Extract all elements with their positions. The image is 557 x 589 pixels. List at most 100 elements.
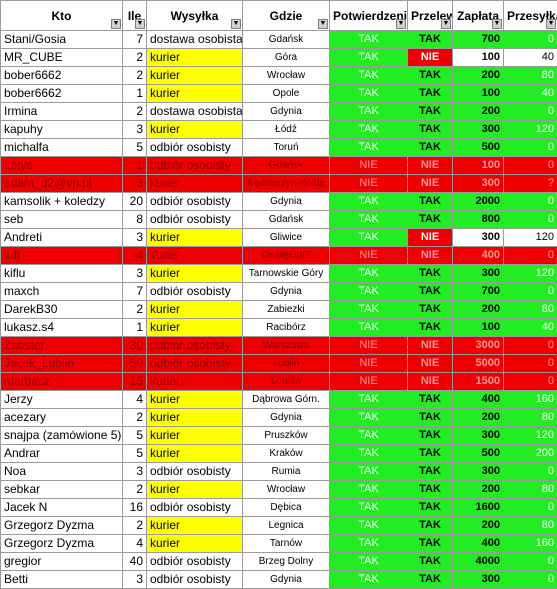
cell-kto[interactable]: Irmina: [1, 103, 123, 121]
cell-wysylka[interactable]: kurier: [147, 121, 243, 139]
cell-przesylka[interactable]: 80: [504, 301, 557, 319]
cell-wysylka[interactable]: kurier: [147, 391, 243, 409]
col-header-zaplata[interactable]: Zapłata▼: [453, 1, 504, 31]
cell-przesylka[interactable]: 0: [504, 571, 557, 589]
cell-zaplata[interactable]: 1600: [453, 499, 504, 517]
cell-zaplata[interactable]: 200: [453, 409, 504, 427]
cell-zaplata[interactable]: 300: [453, 229, 504, 247]
cell-kto[interactable]: Letys: [1, 157, 123, 175]
cell-kto[interactable]: Stani/Gosia: [1, 31, 123, 49]
cell-ile[interactable]: 3: [123, 121, 147, 139]
cell-kto[interactable]: adam_d2@vp.pl: [1, 175, 123, 193]
cell-gdzie[interactable]: Racibórz: [243, 319, 330, 337]
cell-zaplata[interactable]: 400: [453, 391, 504, 409]
cell-zaplata[interactable]: 700: [453, 31, 504, 49]
filter-dropdown-icon[interactable]: ▼: [546, 19, 556, 29]
cell-gdzie[interactable]: Wrocław: [243, 481, 330, 499]
cell-przelew[interactable]: TAK: [408, 517, 453, 535]
cell-przelew[interactable]: TAK: [408, 85, 453, 103]
cell-zaplata[interactable]: 800: [453, 211, 504, 229]
cell-przesylka[interactable]: 0: [504, 463, 557, 481]
cell-kto[interactable]: marbecz: [1, 373, 123, 391]
cell-potwierdzenie[interactable]: TAK: [330, 409, 408, 427]
cell-potwierdzenie[interactable]: NIE: [330, 337, 408, 355]
cell-przesylka[interactable]: ?: [504, 175, 557, 193]
cell-kto[interactable]: Andrar: [1, 445, 123, 463]
cell-potwierdzenie[interactable]: TAK: [330, 499, 408, 517]
cell-przelew[interactable]: TAK: [408, 67, 453, 85]
cell-zaplata[interactable]: 200: [453, 67, 504, 85]
cell-potwierdzenie[interactable]: TAK: [330, 193, 408, 211]
col-header-kto[interactable]: Kto▼: [1, 1, 123, 31]
cell-kto[interactable]: Jacek_Lublin: [1, 355, 123, 373]
cell-zaplata[interactable]: 300: [453, 265, 504, 283]
cell-potwierdzenie[interactable]: TAK: [330, 535, 408, 553]
col-header-przelew[interactable]: Przelew▼: [408, 1, 453, 31]
cell-wysylka[interactable]: kurier: [147, 301, 243, 319]
cell-kto[interactable]: Betti: [1, 571, 123, 589]
cell-ile[interactable]: 3: [123, 463, 147, 481]
cell-zaplata[interactable]: 100: [453, 49, 504, 67]
cell-kto[interactable]: bober6662: [1, 85, 123, 103]
cell-przesylka[interactable]: 80: [504, 517, 557, 535]
cell-wysylka[interactable]: kurier: [147, 265, 243, 283]
cell-kto[interactable]: Grzegorz Dyzma: [1, 535, 123, 553]
cell-przesylka[interactable]: 40: [504, 85, 557, 103]
cell-potwierdzenie[interactable]: TAK: [330, 427, 408, 445]
cell-gdzie[interactable]: Gdynia: [243, 103, 330, 121]
col-header-wysylka[interactable]: Wysyłka▼: [147, 1, 243, 31]
cell-potwierdzenie[interactable]: TAK: [330, 67, 408, 85]
col-header-ile[interactable]: Ile▼: [123, 1, 147, 31]
cell-wysylka[interactable]: odbiór osobisty: [147, 139, 243, 157]
cell-kto[interactable]: acezary: [1, 409, 123, 427]
filter-dropdown-icon[interactable]: ▼: [441, 19, 451, 29]
filter-dropdown-icon[interactable]: ▼: [396, 19, 406, 29]
cell-ile[interactable]: 2: [123, 517, 147, 535]
cell-przesylka[interactable]: 0: [504, 211, 557, 229]
cell-potwierdzenie[interactable]: TAK: [330, 121, 408, 139]
cell-przesylka[interactable]: 80: [504, 481, 557, 499]
cell-przelew[interactable]: TAK: [408, 427, 453, 445]
cell-przelew[interactable]: TAK: [408, 445, 453, 463]
cell-ile[interactable]: 1: [123, 319, 147, 337]
cell-kto[interactable]: Jerzy: [1, 391, 123, 409]
cell-przesylka[interactable]: 120: [504, 265, 557, 283]
cell-przesylka[interactable]: 40: [504, 319, 557, 337]
cell-kto[interactable]: seb: [1, 211, 123, 229]
cell-zaplata[interactable]: 3000: [453, 337, 504, 355]
cell-przesylka[interactable]: 80: [504, 67, 557, 85]
cell-kto[interactable]: bober6662: [1, 67, 123, 85]
cell-ile[interactable]: 8: [123, 211, 147, 229]
cell-przesylka[interactable]: 0: [504, 283, 557, 301]
cell-ile[interactable]: 16: [123, 499, 147, 517]
cell-gdzie[interactable]: Tarnów: [243, 535, 330, 553]
cell-przesylka[interactable]: 0: [504, 103, 557, 121]
cell-potwierdzenie[interactable]: TAK: [330, 517, 408, 535]
cell-kto[interactable]: MR_CUBE: [1, 49, 123, 67]
cell-wysylka[interactable]: kurier: [147, 481, 243, 499]
cell-przelew[interactable]: TAK: [408, 193, 453, 211]
cell-ile[interactable]: 2: [123, 103, 147, 121]
cell-przelew[interactable]: NIE: [408, 355, 453, 373]
cell-ile[interactable]: 20: [123, 193, 147, 211]
cell-ile[interactable]: 7: [123, 283, 147, 301]
cell-zaplata[interactable]: 500: [453, 445, 504, 463]
cell-przesylka[interactable]: 0: [504, 355, 557, 373]
cell-wysylka[interactable]: kurier: [147, 49, 243, 67]
cell-ile[interactable]: 2: [123, 301, 147, 319]
cell-wysylka[interactable]: kurier: [147, 247, 243, 265]
cell-przelew[interactable]: NIE: [408, 175, 453, 193]
cell-potwierdzenie[interactable]: TAK: [330, 49, 408, 67]
cell-potwierdzenie[interactable]: TAK: [330, 571, 408, 589]
filter-dropdown-icon[interactable]: ▼: [135, 19, 145, 29]
cell-wysylka[interactable]: kurier: [147, 319, 243, 337]
cell-gdzie[interactable]: Kędzierzyn-Koźle: [243, 175, 330, 193]
cell-przelew[interactable]: NIE: [408, 157, 453, 175]
cell-wysylka[interactable]: odbiór osobisty: [147, 157, 243, 175]
cell-gdzie[interactable]: Gdynia: [243, 193, 330, 211]
cell-potwierdzenie[interactable]: TAK: [330, 283, 408, 301]
cell-kto[interactable]: kamsolik + koledzy: [1, 193, 123, 211]
cell-przelew[interactable]: NIE: [408, 373, 453, 391]
cell-gdzie[interactable]: Kraków: [243, 445, 330, 463]
cell-potwierdzenie[interactable]: TAK: [330, 445, 408, 463]
